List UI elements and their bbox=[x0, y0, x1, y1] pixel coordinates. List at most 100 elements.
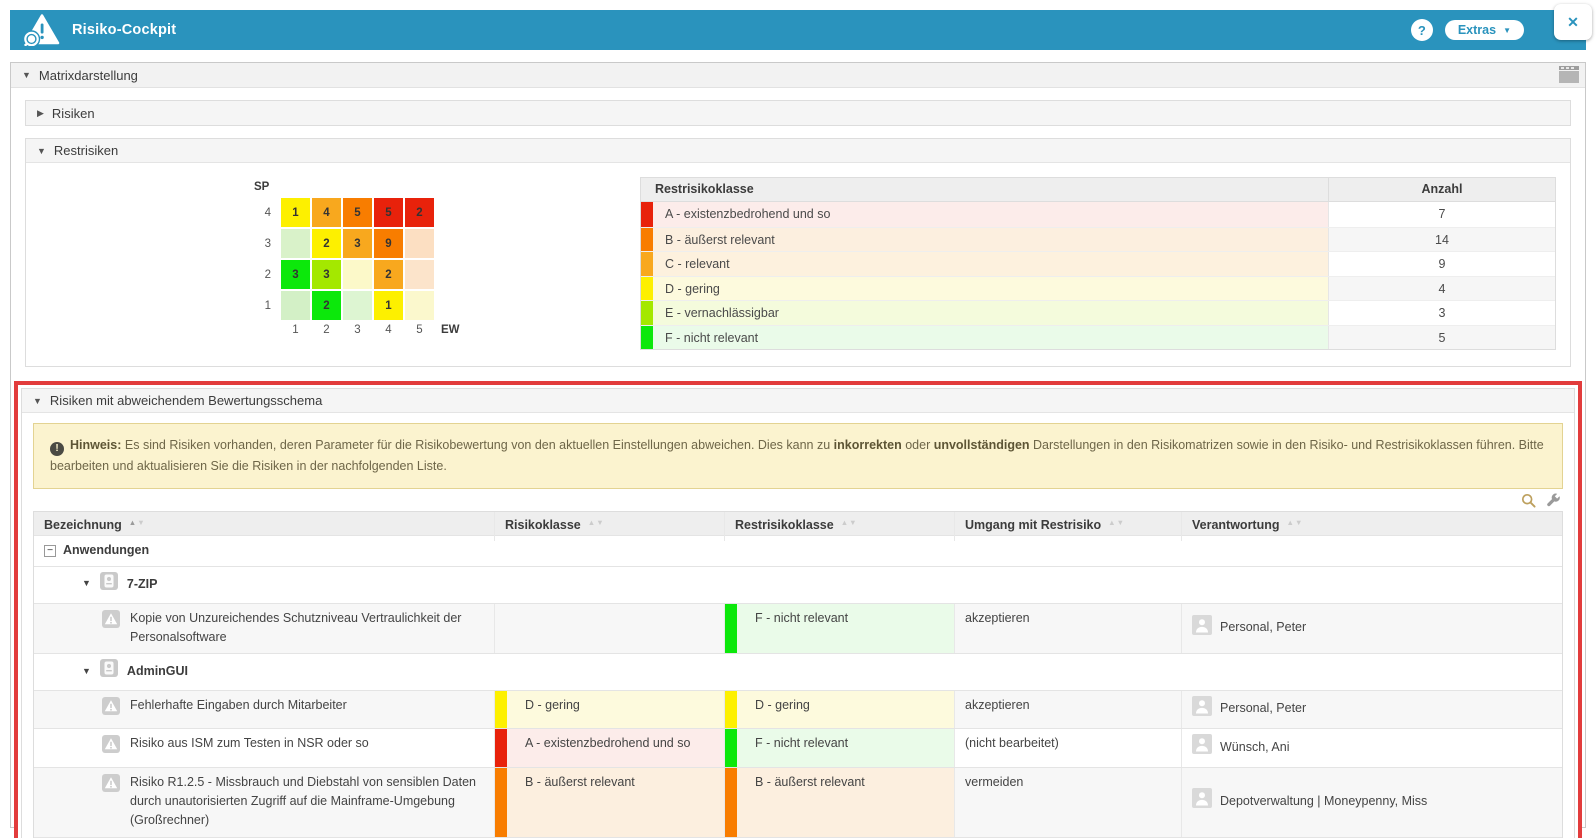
matrix-cell bbox=[343, 291, 372, 320]
matrix-cell[interactable]: 4 bbox=[312, 198, 341, 227]
sort-arrows-icon[interactable]: ▲ ▼ bbox=[587, 517, 604, 527]
extras-button[interactable]: Extras ▼ bbox=[1444, 20, 1524, 40]
class-color-marker-icon bbox=[495, 729, 507, 767]
hint-text-segment: Darstellungen in den Risikomatrizen sowi… bbox=[50, 438, 1544, 474]
risk-name: Risiko R1.2.5 - Missbrauch und Diebstahl… bbox=[130, 774, 477, 828]
main-panel: ▼ Matrixdarstellung ▶ Risiken ▼ Restrisi… bbox=[10, 62, 1586, 838]
column-header-bezeichnung[interactable]: Bezeichnung ▲ ▼ bbox=[34, 512, 494, 541]
class-color-marker-icon bbox=[641, 202, 653, 227]
risk-name: Kopie von Unzureichendes Schutzniveau Ve… bbox=[130, 610, 462, 644]
column-header-anzahl: Anzahl bbox=[1328, 178, 1555, 201]
collapse-caret-icon: ▼ bbox=[33, 395, 42, 406]
column-header-umgang-mit-restrisiko[interactable]: Umgang mit Restrisiko ▲ ▼ bbox=[954, 511, 1181, 542]
matrix-cell[interactable]: 9 bbox=[374, 229, 403, 258]
responsible-name: Wünsch, Ani bbox=[1220, 739, 1290, 754]
risk-row[interactable]: Fehlerhafte Eingaben durch Mitarbeiter D … bbox=[34, 689, 1562, 729]
verantwortung-cell: Personal, Peter bbox=[1181, 690, 1562, 729]
umgang-cell: (nicht bearbeitet) bbox=[954, 729, 1181, 767]
application-icon bbox=[99, 572, 118, 596]
column-header-label: Restrisikoklasse bbox=[735, 517, 834, 532]
hint-text-segment: oder bbox=[901, 438, 934, 452]
matrix-cell[interactable]: 2 bbox=[312, 229, 341, 258]
matrix-y-tick: 4 bbox=[264, 206, 271, 219]
section-header-restrisiken[interactable]: ▼ Restrisiken bbox=[26, 139, 1570, 163]
class-label: F - nicht relevant bbox=[755, 610, 849, 625]
info-icon: ! bbox=[50, 442, 64, 457]
close-button[interactable]: ✕ bbox=[1554, 4, 1592, 40]
application-group-row[interactable]: ▼ AdminGUI bbox=[34, 653, 1562, 690]
risk-matrix: 4 1 4 5 5 2 3 2 3 9 2 3 3 2 1 2 1 1 2 3 4 5 EW bbox=[252, 197, 640, 336]
application-group-row[interactable]: ▼ 7-ZIP bbox=[34, 566, 1562, 603]
class-count: 5 bbox=[1328, 325, 1555, 349]
restrisikoklasse-row[interactable]: A - existenzbedrohend und so 7 bbox=[641, 202, 1555, 227]
risk-name-cell: Risiko R1.2.5 - Missbrauch und Diebstahl… bbox=[34, 768, 494, 837]
matrix-cell[interactable]: 5 bbox=[343, 198, 372, 227]
matrix-cell[interactable]: 3 bbox=[312, 260, 341, 289]
risikoklasse-cell: A - existenzbedrohend und so bbox=[494, 729, 724, 767]
risk-row[interactable]: Risiko R1.2.5 - Missbrauch und Diebstahl… bbox=[34, 766, 1562, 837]
class-color-marker-icon bbox=[725, 603, 737, 654]
restrisikoklasse-row[interactable]: E - vernachlässigbar 3 bbox=[641, 300, 1555, 325]
risk-row[interactable]: Kopie von Unzureichendes Schutzniveau Ve… bbox=[34, 602, 1562, 654]
class-color-marker-icon bbox=[641, 252, 653, 276]
warning-triangle-icon bbox=[102, 773, 120, 798]
column-header-risikoklasse[interactable]: Risikoklasse ▲ ▼ bbox=[494, 511, 724, 542]
class-label: A - existenzbedrohend und so bbox=[641, 202, 1328, 227]
layout-grid-icon[interactable] bbox=[1558, 65, 1580, 84]
sort-arrows-icon[interactable]: ▲ ▼ bbox=[128, 517, 145, 527]
matrix-cell[interactable]: 5 bbox=[374, 198, 403, 227]
class-color-marker-icon bbox=[641, 227, 653, 251]
person-icon bbox=[1192, 734, 1212, 760]
collapse-caret-icon[interactable]: ▼ bbox=[82, 665, 91, 676]
verantwortung-cell: Personal, Peter bbox=[1181, 603, 1562, 654]
risk-name-cell: Kopie von Unzureichendes Schutzniveau Ve… bbox=[34, 604, 494, 654]
risk-row[interactable]: Risiko aus ISM zum Testen in NSR oder so… bbox=[34, 728, 1562, 767]
sort-arrows-icon[interactable]: ▲ ▼ bbox=[1286, 517, 1303, 527]
matrix-cell[interactable]: 1 bbox=[281, 198, 310, 227]
matrix-x-tick: 5 bbox=[416, 324, 423, 336]
matrix-cell bbox=[281, 229, 310, 258]
matrix-y-tick: 2 bbox=[264, 268, 271, 281]
matrix-cell[interactable]: 2 bbox=[312, 291, 341, 320]
class-count: 3 bbox=[1328, 301, 1555, 325]
section-title: Matrixdarstellung bbox=[38, 67, 138, 83]
sort-arrows-icon[interactable]: ▲ ▼ bbox=[840, 517, 857, 527]
column-header-verantwortung[interactable]: Verantwortung ▲ ▼ bbox=[1181, 511, 1562, 542]
matrix-cell[interactable]: 3 bbox=[281, 260, 310, 289]
class-color-marker-icon bbox=[495, 767, 507, 837]
class-count: 7 bbox=[1328, 202, 1555, 227]
restrisikoklasse-row[interactable]: B - äußerst relevant 14 bbox=[641, 226, 1555, 251]
page-title: Risiko-Cockpit bbox=[72, 22, 177, 38]
column-header-restrisikoklasse[interactable]: Restrisikoklasse ▲ ▼ bbox=[724, 511, 954, 542]
verantwortung-cell: Wünsch, Ani bbox=[1181, 729, 1562, 767]
section-header-risiken[interactable]: ▶ Risiken bbox=[26, 101, 1570, 125]
restrisikoklasse-row[interactable]: C - relevant 9 bbox=[641, 251, 1555, 276]
hint-text-bold: inkorrekten bbox=[833, 438, 902, 452]
matrix-cell[interactable]: 3 bbox=[343, 229, 372, 258]
application-group-row[interactable]: ▼agree access bbox=[34, 836, 1562, 838]
class-color-marker-icon bbox=[725, 767, 737, 837]
matrix-cell[interactable]: 2 bbox=[374, 260, 403, 289]
collapse-minus-icon[interactable]: − bbox=[44, 544, 56, 557]
hint-text: Hinweis: Es sind Risiken vorhanden, dere… bbox=[50, 438, 1544, 473]
sort-arrows-icon[interactable]: ▲ ▼ bbox=[1108, 517, 1125, 527]
collapse-caret-icon[interactable]: ▼ bbox=[82, 578, 91, 589]
class-count: 14 bbox=[1328, 227, 1555, 251]
table-toolbar bbox=[33, 489, 1563, 511]
class-label: C - relevant bbox=[641, 252, 1328, 276]
group-row-anwendungen[interactable]: − Anwendungen bbox=[34, 534, 1562, 567]
search-icon[interactable] bbox=[1521, 493, 1536, 508]
section-header-abweichend[interactable]: ▼ Risiken mit abweichendem Bewertungssch… bbox=[22, 389, 1574, 413]
matrix-cell[interactable]: 2 bbox=[405, 198, 434, 227]
class-label: B - äußerst relevant bbox=[755, 774, 865, 789]
restrisikoklasse-row[interactable]: D - gering 4 bbox=[641, 275, 1555, 300]
hint-text-segment: Es sind Risiken vorhanden, deren Paramet… bbox=[121, 438, 834, 452]
wrench-icon[interactable] bbox=[1546, 493, 1561, 508]
expand-caret-icon: ▶ bbox=[37, 107, 44, 118]
collapse-caret-icon: ▼ bbox=[22, 70, 31, 80]
help-button[interactable]: ? bbox=[1410, 19, 1433, 41]
restrisikoklasse-row[interactable]: F - nicht relevant 5 bbox=[641, 324, 1555, 349]
section-header-matrixdarstellung[interactable]: ▼ Matrixdarstellung bbox=[11, 63, 1585, 88]
matrix-cell[interactable]: 1 bbox=[374, 291, 403, 320]
